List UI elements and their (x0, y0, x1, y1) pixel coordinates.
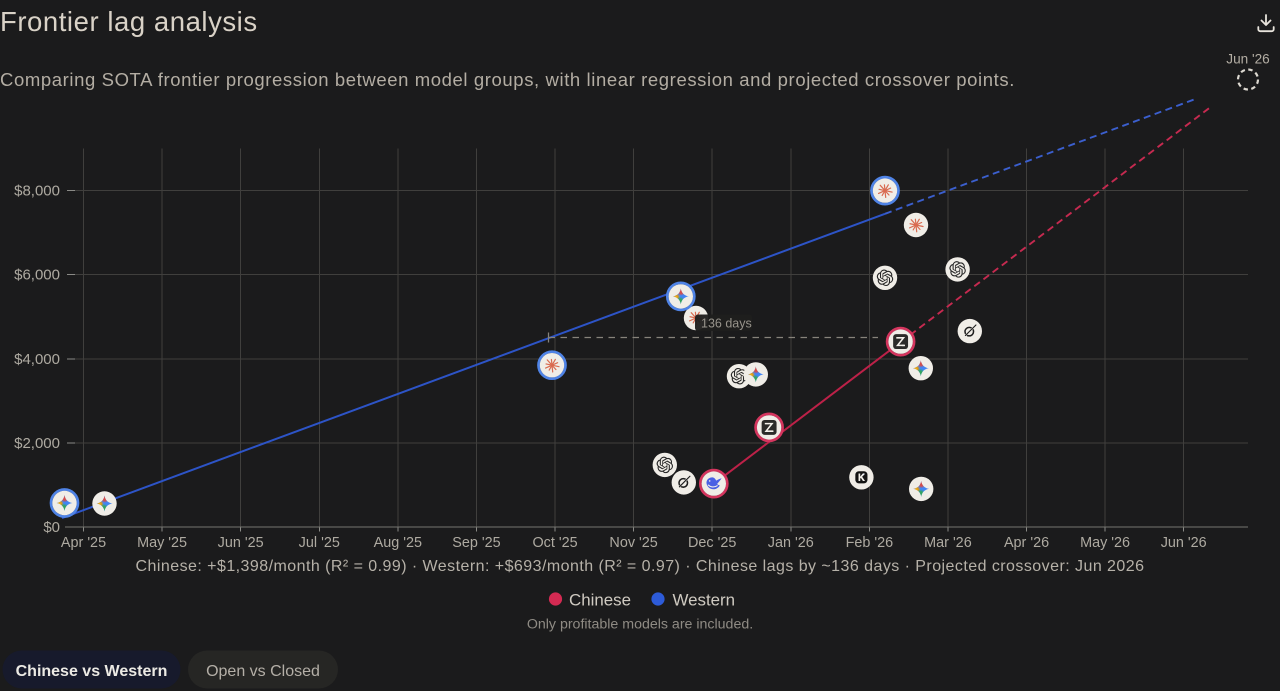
svg-text:Jun '26: Jun '26 (1226, 52, 1269, 67)
svg-text:Open vs Closed: Open vs Closed (206, 663, 320, 680)
svg-text:Jan '26: Jan '26 (768, 535, 814, 551)
svg-text:Mar '26: Mar '26 (924, 535, 972, 551)
svg-text:Frontier lag analysis: Frontier lag analysis (0, 6, 258, 37)
svg-text:Feb '26: Feb '26 (846, 535, 894, 551)
svg-text:$8,000: $8,000 (14, 183, 60, 200)
svg-text:Dec '25: Dec '25 (688, 535, 736, 551)
svg-text:$6,000: $6,000 (14, 267, 60, 284)
svg-text:Aug '25: Aug '25 (374, 535, 422, 551)
svg-text:Chinese: Chinese (569, 591, 631, 610)
svg-text:$4,000: $4,000 (14, 351, 60, 368)
svg-text:May '26: May '26 (1080, 535, 1130, 551)
svg-text:$0: $0 (43, 519, 60, 536)
svg-text:Apr '25: Apr '25 (61, 535, 106, 551)
svg-text:Jul '25: Jul '25 (299, 535, 340, 551)
svg-text:May '25: May '25 (137, 535, 187, 551)
svg-text:Comparing SOTA frontier progre: Comparing SOTA frontier progression betw… (0, 69, 1015, 90)
svg-text:Jun '26: Jun '26 (1161, 535, 1207, 551)
svg-text:Jun '25: Jun '25 (218, 535, 264, 551)
svg-text:Apr '26: Apr '26 (1004, 535, 1049, 551)
svg-text:Only profitable models are inc: Only profitable models are included. (527, 617, 753, 633)
svg-text:$2,000: $2,000 (14, 435, 60, 452)
svg-text:136 days: 136 days (701, 317, 752, 331)
svg-text:Chinese vs Western: Chinese vs Western (16, 663, 168, 680)
svg-text:Western: Western (673, 591, 736, 610)
svg-text:Chinese: +$1,398/month (R² = 0: Chinese: +$1,398/month (R² = 0.99) · Wes… (136, 558, 1145, 575)
svg-text:Sep '25: Sep '25 (452, 535, 500, 551)
svg-text:Nov '25: Nov '25 (609, 535, 657, 551)
svg-text:Oct '25: Oct '25 (532, 535, 577, 551)
